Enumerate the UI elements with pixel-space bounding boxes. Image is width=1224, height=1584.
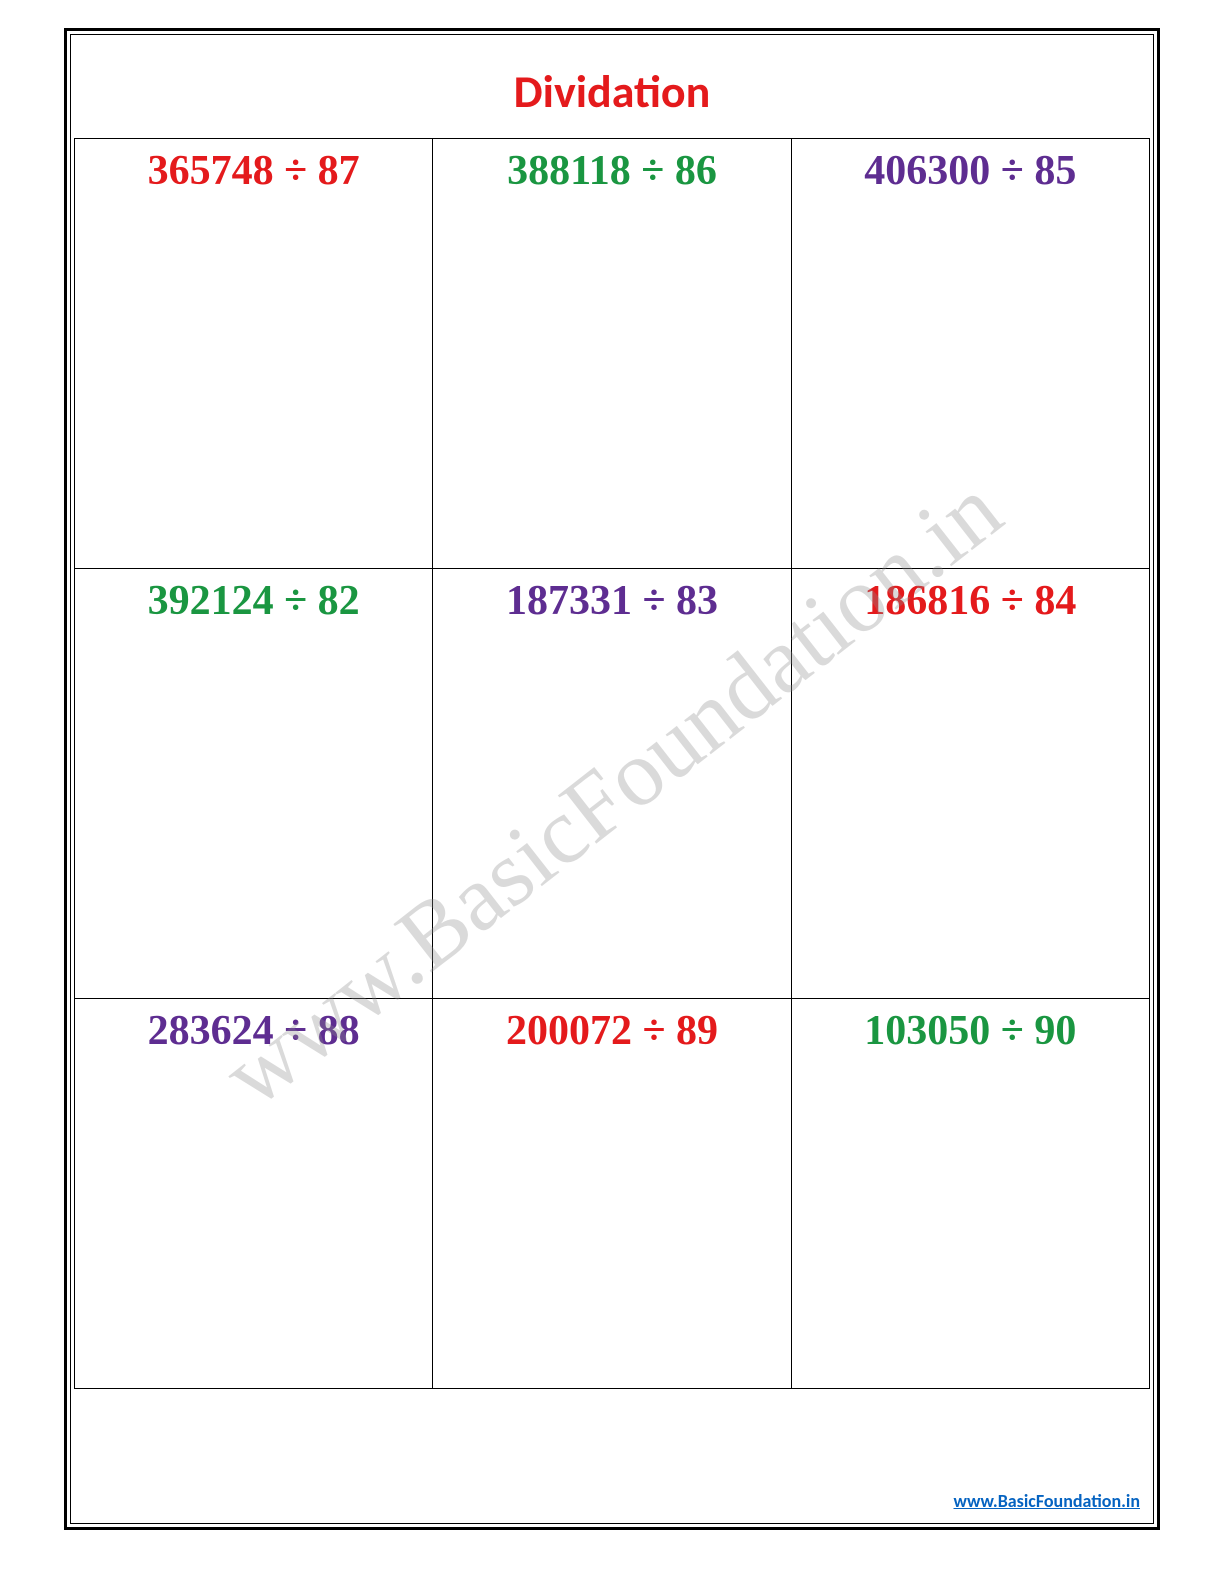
grid-row: 365748 ÷ 87 388118 ÷ 86 406300 ÷ 85 [75,139,1150,569]
grid-cell: 200072 ÷ 89 [433,999,791,1389]
grid-cell: 365748 ÷ 87 [75,139,433,569]
grid-cell: 103050 ÷ 90 [791,999,1149,1389]
grid-row: 283624 ÷ 88 200072 ÷ 89 103050 ÷ 90 [75,999,1150,1389]
grid-row: 392124 ÷ 82 187331 ÷ 83 186816 ÷ 84 [75,569,1150,999]
grid-cell: 187331 ÷ 83 [433,569,791,999]
grid-cell: 406300 ÷ 85 [791,139,1149,569]
grid-cell: 388118 ÷ 86 [433,139,791,569]
problem-grid: 365748 ÷ 87 388118 ÷ 86 406300 ÷ 85 3921… [74,138,1150,1389]
footer-link[interactable]: www.BasicFoundation.in [954,1490,1141,1512]
page-title: Dividation [74,40,1150,138]
grid-cell: 392124 ÷ 82 [75,569,433,999]
grid-cell: 283624 ÷ 88 [75,999,433,1389]
worksheet-content: Dividation 365748 ÷ 87 388118 ÷ 86 40630… [74,40,1150,1464]
grid-cell: 186816 ÷ 84 [791,569,1149,999]
